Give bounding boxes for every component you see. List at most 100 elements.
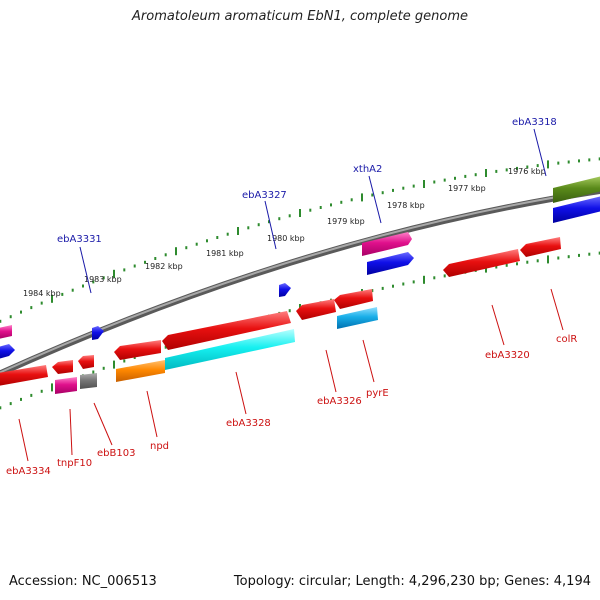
gene-label-ebA3331[interactable]: ebA3331 bbox=[57, 234, 102, 245]
gene-ebA3328[interactable] bbox=[165, 329, 295, 370]
gene-ebA3326[interactable] bbox=[296, 299, 336, 320]
inner-tick bbox=[30, 393, 33, 397]
outer-tick bbox=[371, 193, 374, 197]
inner-tick bbox=[505, 263, 508, 267]
gene-ebB103[interactable] bbox=[80, 373, 97, 389]
tick-label-1978: 1978 kbp bbox=[387, 201, 425, 210]
accession-text: Accession: NC_006513 bbox=[9, 574, 157, 589]
inner-tick bbox=[443, 274, 446, 278]
gene-small-red-a[interactable] bbox=[52, 360, 73, 374]
gene-tnpF10[interactable] bbox=[55, 377, 77, 394]
gene-partial-left-pink[interactable] bbox=[0, 325, 12, 339]
outer-tick bbox=[412, 184, 415, 188]
outer-tick bbox=[588, 158, 591, 162]
gene-pyrE[interactable] bbox=[337, 307, 378, 329]
outer-tick bbox=[144, 260, 146, 264]
tick-label-1982: 1982 kbp bbox=[145, 262, 183, 271]
tick-label-1979: 1979 kbp bbox=[327, 217, 365, 226]
outer-tick bbox=[443, 178, 446, 182]
tick-label-1976: 1976 kbp bbox=[508, 167, 546, 176]
gene-small-red-b[interactable] bbox=[78, 355, 94, 369]
inner-tick bbox=[371, 289, 374, 293]
outer-tick bbox=[485, 169, 487, 177]
gene-label-pyrE[interactable]: pyrE bbox=[366, 388, 389, 399]
tick-label-1980: 1980 kbp bbox=[267, 234, 305, 243]
inner-tick bbox=[102, 366, 105, 370]
outer-tick bbox=[30, 306, 33, 310]
gene-small-blue-a[interactable] bbox=[92, 326, 104, 340]
inner-tick bbox=[164, 345, 167, 349]
gene-partial-left-blue[interactable] bbox=[0, 344, 15, 359]
outer-tick bbox=[257, 223, 260, 227]
tick-label-1984: 1984 kbp bbox=[23, 289, 61, 298]
outer-tick bbox=[40, 301, 43, 305]
inner-tick bbox=[392, 284, 394, 288]
outer-tick bbox=[247, 226, 250, 230]
outer-tick bbox=[154, 257, 157, 260]
top-strand-genes bbox=[0, 176, 600, 359]
outer-tick bbox=[185, 246, 188, 250]
genome-summary-text: Topology: circular; Length: 4,296,230 bp… bbox=[233, 574, 591, 589]
gene-ebA3318-blue[interactable] bbox=[553, 196, 600, 223]
inner-tick bbox=[516, 262, 518, 266]
leader-ebA3331 bbox=[79, 246, 92, 294]
leader-pyrE bbox=[362, 339, 375, 383]
gene-small-blue-b[interactable] bbox=[279, 283, 291, 297]
gene-label-ebB103[interactable]: ebB103 bbox=[97, 448, 135, 459]
inner-tick bbox=[423, 275, 425, 284]
outer-tick bbox=[9, 315, 12, 319]
inner-tick bbox=[133, 356, 136, 359]
gene-label-colR[interactable]: colR bbox=[556, 334, 577, 345]
gene-colR[interactable] bbox=[520, 237, 561, 257]
gene-label-ebA3327[interactable]: ebA3327 bbox=[242, 190, 287, 201]
inner-tick bbox=[9, 402, 12, 406]
outer-tick bbox=[392, 188, 394, 192]
gene-ebA3334[interactable] bbox=[0, 365, 48, 386]
outer-tick bbox=[164, 253, 167, 257]
outer-tick bbox=[61, 292, 64, 296]
inner-tick bbox=[588, 252, 591, 256]
leader-npd bbox=[146, 390, 158, 438]
gene-xthA2-blue[interactable] bbox=[367, 252, 414, 275]
outer-tick bbox=[92, 280, 95, 284]
outer-tick bbox=[288, 214, 291, 218]
gene-ebA3318[interactable] bbox=[553, 176, 600, 203]
gene-label-xthA2[interactable]: xthA2 bbox=[353, 164, 382, 175]
inner-tick bbox=[598, 251, 600, 255]
outer-tick bbox=[102, 276, 105, 280]
inner-tick bbox=[20, 397, 22, 401]
gene-pyrE-red[interactable] bbox=[334, 289, 373, 309]
gene-label-ebA3334[interactable]: ebA3334 bbox=[6, 466, 51, 477]
gene-ebA3328-red[interactable] bbox=[162, 311, 291, 350]
outer-tick bbox=[206, 239, 208, 243]
outer-tick bbox=[0, 319, 2, 323]
outer-tick bbox=[340, 200, 343, 204]
gene-label-ebA3326[interactable]: ebA3326 bbox=[317, 396, 362, 407]
outer-tick bbox=[423, 180, 425, 188]
outer-tick bbox=[578, 159, 580, 163]
inner-tick bbox=[123, 359, 126, 363]
gene-npd-red[interactable] bbox=[114, 340, 161, 360]
inner-tick bbox=[40, 389, 43, 393]
gene-label-npd[interactable]: npd bbox=[150, 441, 169, 452]
outer-tick bbox=[195, 242, 198, 246]
gene-label-ebA3320[interactable]: ebA3320 bbox=[485, 350, 530, 361]
inner-tick bbox=[433, 276, 436, 280]
tick-label-1977: 1977 kbp bbox=[448, 184, 486, 193]
gene-npd[interactable] bbox=[116, 360, 165, 382]
outer-tick bbox=[113, 269, 115, 278]
outer-tick bbox=[516, 166, 518, 170]
gene-xthA2[interactable] bbox=[362, 232, 412, 256]
outer-tick bbox=[361, 193, 363, 202]
leader-ebA3328 bbox=[235, 371, 247, 415]
gene-label-ebA3318[interactable]: ebA3318 bbox=[512, 117, 557, 128]
outer-tick bbox=[20, 310, 22, 314]
leader-ebA3320 bbox=[491, 304, 505, 346]
gene-ebA3320[interactable] bbox=[443, 249, 520, 277]
gene-label-ebA3328[interactable]: ebA3328 bbox=[226, 418, 271, 429]
outer-tick bbox=[133, 264, 136, 268]
outer-tick bbox=[598, 157, 600, 161]
gene-label-tnpF10[interactable]: tnpF10 bbox=[57, 458, 92, 469]
inner-tick bbox=[495, 265, 498, 269]
